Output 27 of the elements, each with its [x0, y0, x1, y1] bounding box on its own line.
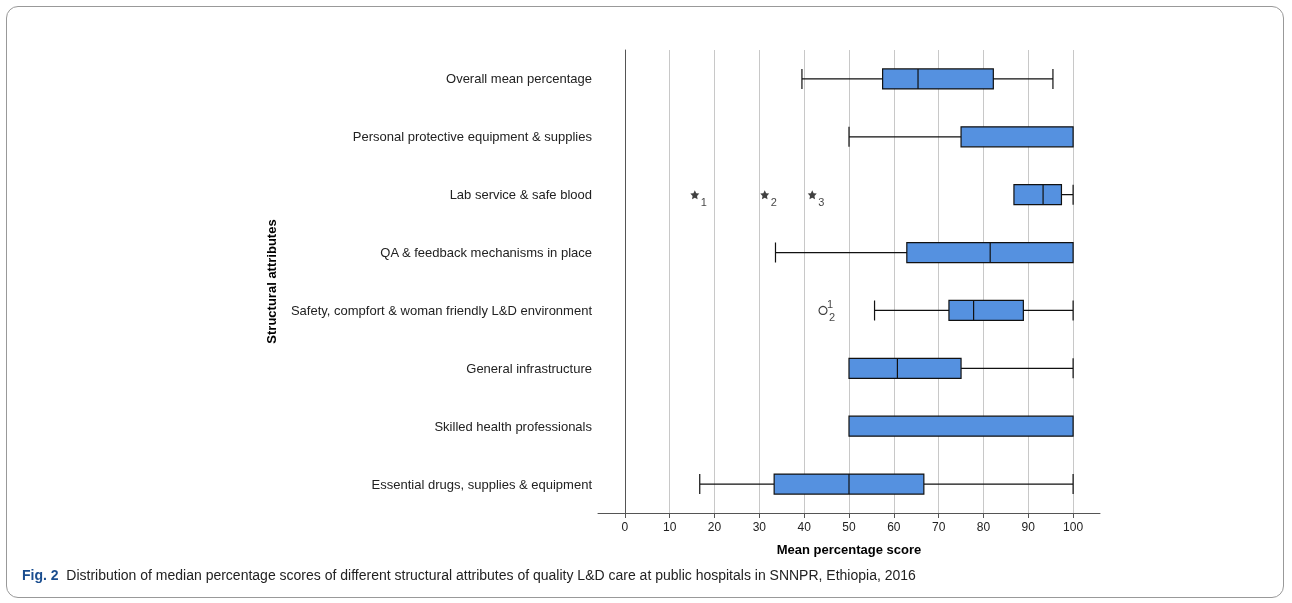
y-tick-label: General infrastructure — [466, 360, 592, 376]
y-tick-label: Safety, compfort & woman friendly L&D environment — [290, 302, 593, 318]
annotation: 2 — [829, 311, 836, 324]
y-tick-label: Skilled health professionals — [434, 418, 593, 434]
x-tick-label: 80 — [976, 520, 991, 534]
annotation: 2 — [770, 195, 777, 208]
x-tick-label: 10 — [663, 520, 677, 534]
y-tick-label: Overall mean percentage — [446, 71, 592, 87]
x-tick-label: 100 — [1063, 520, 1084, 534]
annotation: 3 — [818, 195, 825, 208]
caption: Fig. 2 Distribution of median percentage scores of different structural attributes of quality L&D care at public hospitals in SNNPR, Ethiopia, 2016 — [22, 567, 916, 583]
x-tick-label: 60 — [887, 520, 901, 534]
y-tick-label: QA & feedback mechanisms in place — [380, 245, 592, 261]
y-tick-label: Lab service & safe blood — [449, 187, 592, 203]
y-tick-label: Essential drugs, supplies & equipment — [371, 476, 593, 492]
y-axis-title: Structural attributes — [264, 219, 279, 344]
y-tick-label: Personal protective equipment & supplies — [352, 129, 593, 145]
x-tick-label: 0 — [621, 520, 629, 534]
x-axis-title: Mean percentage score — [776, 542, 922, 557]
annotation: 1 — [700, 195, 707, 208]
x-tick-label: 70 — [931, 520, 946, 534]
x-tick-label: 20 — [707, 520, 722, 534]
annotation: 1 — [826, 297, 834, 310]
x-tick-label: 50 — [842, 520, 856, 534]
x-tick-label: 90 — [1021, 520, 1036, 534]
x-tick-label: 30 — [752, 520, 767, 534]
x-tick-label: 40 — [797, 520, 812, 534]
